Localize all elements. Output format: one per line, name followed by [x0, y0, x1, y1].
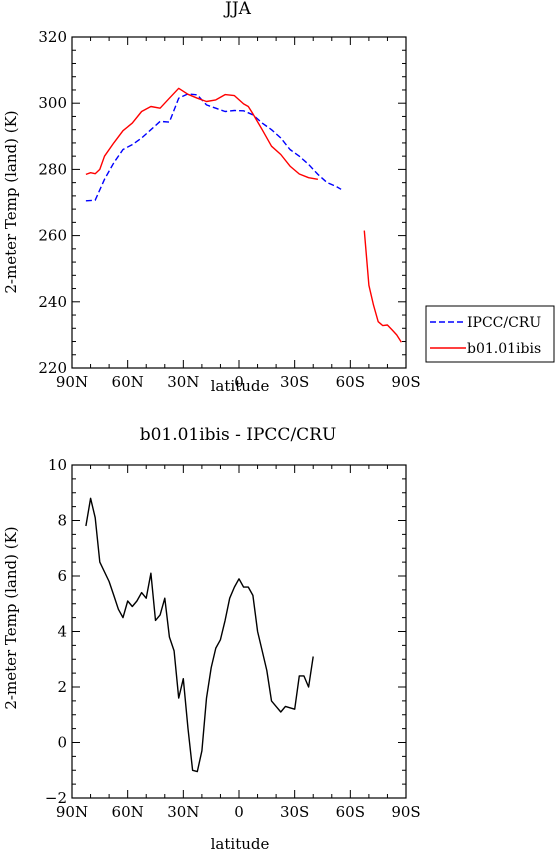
- top-tick-labels: 90N 60N 30N 0 30S 60S 90S 220 240 260 280 300 320: [38, 28, 420, 391]
- top-chart-title: JJA: [223, 0, 252, 19]
- top-y-tick-label: 240: [38, 293, 67, 311]
- top-y-tick-label: 220: [38, 359, 67, 377]
- top-x-tick-label: 30S: [280, 373, 309, 391]
- top-x-tick-label: 90S: [391, 373, 420, 391]
- bottom-plot-frame: [71, 464, 407, 799]
- bottom-y-tick-label: 6: [57, 567, 67, 585]
- bottom-x-tick-label: 30N: [167, 803, 199, 821]
- bottom-series-lines: [85, 497, 314, 773]
- top-y-tick-label: 320: [38, 28, 67, 46]
- top-series-line-ipcc-cru: [85, 93, 342, 202]
- bottom-x-tick-label: 60N: [112, 803, 144, 821]
- bottom-x-tick-label: 60S: [336, 803, 365, 821]
- top-y-tick-label: 300: [38, 94, 67, 112]
- top-axis-ticks: [71, 36, 407, 369]
- top-x-tick-label: 30N: [167, 373, 199, 391]
- top-x-axis-label: latitude: [211, 377, 270, 395]
- legend-box: [425, 305, 555, 363]
- bottom-x-axis-label: latitude: [211, 835, 270, 851]
- bottom-x-tick-label: 30S: [280, 803, 309, 821]
- top-x-tick-label: 60N: [112, 373, 144, 391]
- top-x-tick-label: 90N: [56, 373, 88, 391]
- top-series-line-b01-01ibis: [85, 87, 319, 180]
- bottom-y-tick-label: 2: [57, 678, 67, 696]
- top-y-tick-label: 260: [38, 227, 67, 245]
- bottom-y-tick-label: 10: [48, 456, 67, 474]
- top-series-lines: [85, 87, 402, 343]
- bottom-y-tick-label: 4: [57, 623, 67, 641]
- legend-label-ipcc-cru: IPCC/CRU: [467, 315, 541, 331]
- bottom-y-axis-label: 2-meter Temp (land) (K): [2, 526, 20, 709]
- top-series-line-b01-01ibis: [363, 230, 402, 343]
- bottom-chart-title: b01.01ibis - IPCC/CRU: [140, 425, 337, 445]
- bottom-y-tick-label: 0: [57, 734, 67, 752]
- legend-label-b01-ibis: b01.01ibis: [467, 341, 541, 357]
- top-plot-frame: [71, 36, 407, 369]
- bottom-axis-ticks: [71, 464, 407, 799]
- top-chart: JJA latitude 2-meter Temp (land) (K) 90N…: [2, 0, 421, 395]
- bottom-y-tick-label: 8: [57, 512, 67, 530]
- top-y-axis-label: 2-meter Temp (land) (K): [2, 110, 20, 293]
- top-x-tick-label: 0: [234, 373, 244, 391]
- bottom-x-tick-label: 0: [234, 803, 244, 821]
- bottom-y-tick-label: −2: [45, 789, 67, 807]
- bottom-chart: b01.01ibis - IPCC/CRU latitude 2-meter T…: [2, 425, 421, 851]
- top-x-tick-label: 60S: [336, 373, 365, 391]
- bottom-series-line-difference: [85, 497, 314, 773]
- top-y-tick-label: 280: [38, 160, 67, 178]
- bottom-x-tick-label: 90S: [391, 803, 420, 821]
- bottom-x-tick-label: 90N: [56, 803, 88, 821]
- legend: IPCC/CRU b01.01ibis: [425, 305, 555, 363]
- bottom-tick-labels: 90N 60N 30N 0 30S 60S 90S −2 0 2 4 6 8 10: [45, 456, 421, 821]
